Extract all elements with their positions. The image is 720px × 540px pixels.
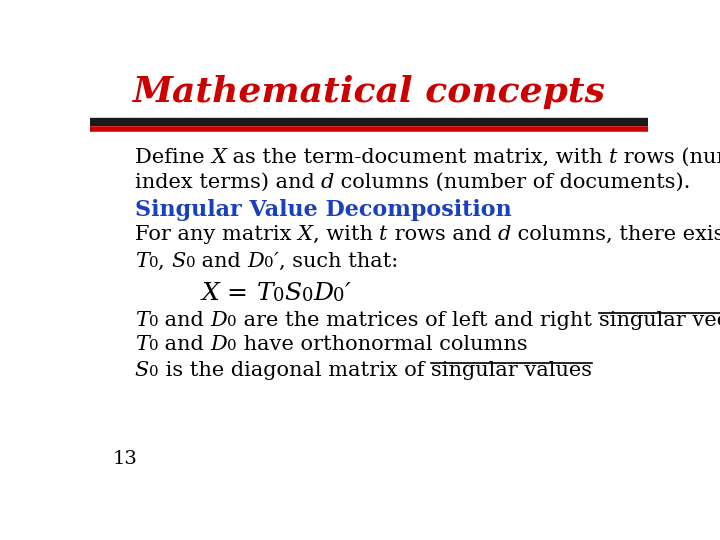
Text: D: D <box>248 252 264 271</box>
Text: S: S <box>284 282 302 305</box>
Text: , with: , with <box>312 225 379 244</box>
Text: 0: 0 <box>148 315 158 329</box>
Text: 13: 13 <box>112 450 138 468</box>
Text: t: t <box>609 148 617 167</box>
Text: and: and <box>195 252 248 271</box>
Text: singular values: singular values <box>431 361 592 380</box>
Text: singular vectors: singular vectors <box>598 311 720 330</box>
Text: T: T <box>135 335 148 354</box>
Text: ,: , <box>158 252 171 271</box>
Text: ′: ′ <box>345 282 350 305</box>
Text: Singular Value Decomposition: Singular Value Decomposition <box>135 199 511 221</box>
Text: have orthonormal columns: have orthonormal columns <box>237 335 528 354</box>
Text: 0: 0 <box>228 315 237 329</box>
Text: columns (number of documents).: columns (number of documents). <box>334 173 690 192</box>
Text: S: S <box>171 252 186 271</box>
Text: ′: ′ <box>274 252 279 271</box>
Text: d: d <box>498 225 511 244</box>
Text: X: X <box>297 225 312 244</box>
Text: rows (number of: rows (number of <box>617 148 720 167</box>
Text: 0: 0 <box>302 287 313 305</box>
Text: 0: 0 <box>186 256 195 270</box>
Text: d: d <box>321 173 334 192</box>
Text: as the term-document matrix, with: as the term-document matrix, with <box>226 148 609 167</box>
Text: S: S <box>135 361 149 380</box>
Text: X: X <box>202 282 220 305</box>
Text: For any matrix: For any matrix <box>135 225 297 244</box>
Text: D: D <box>313 282 333 305</box>
Text: =: = <box>220 282 256 305</box>
Text: rows and: rows and <box>387 225 498 244</box>
Text: T: T <box>135 252 148 271</box>
Text: are the matrices of left and right: are the matrices of left and right <box>237 311 598 330</box>
Text: 0: 0 <box>333 287 345 305</box>
Text: columns, there exist matrices: columns, there exist matrices <box>511 225 720 244</box>
Text: 0: 0 <box>148 256 158 270</box>
Text: Mathematical concepts: Mathematical concepts <box>132 75 606 109</box>
Text: 0: 0 <box>149 365 158 379</box>
Text: is the diagonal matrix of: is the diagonal matrix of <box>158 361 431 380</box>
Text: Define: Define <box>135 148 211 167</box>
Text: 0: 0 <box>228 339 237 353</box>
Text: T: T <box>135 311 148 330</box>
Text: 0: 0 <box>264 256 274 270</box>
Text: , such that:: , such that: <box>279 252 398 271</box>
Text: index terms) and: index terms) and <box>135 173 321 192</box>
Text: 0: 0 <box>273 287 284 305</box>
Text: t: t <box>379 225 387 244</box>
Text: and: and <box>158 335 210 354</box>
Text: T: T <box>256 282 273 305</box>
Text: X: X <box>211 148 226 167</box>
Text: D: D <box>210 311 228 330</box>
Text: and: and <box>158 311 210 330</box>
Text: D: D <box>210 335 228 354</box>
Text: 0: 0 <box>148 339 158 353</box>
